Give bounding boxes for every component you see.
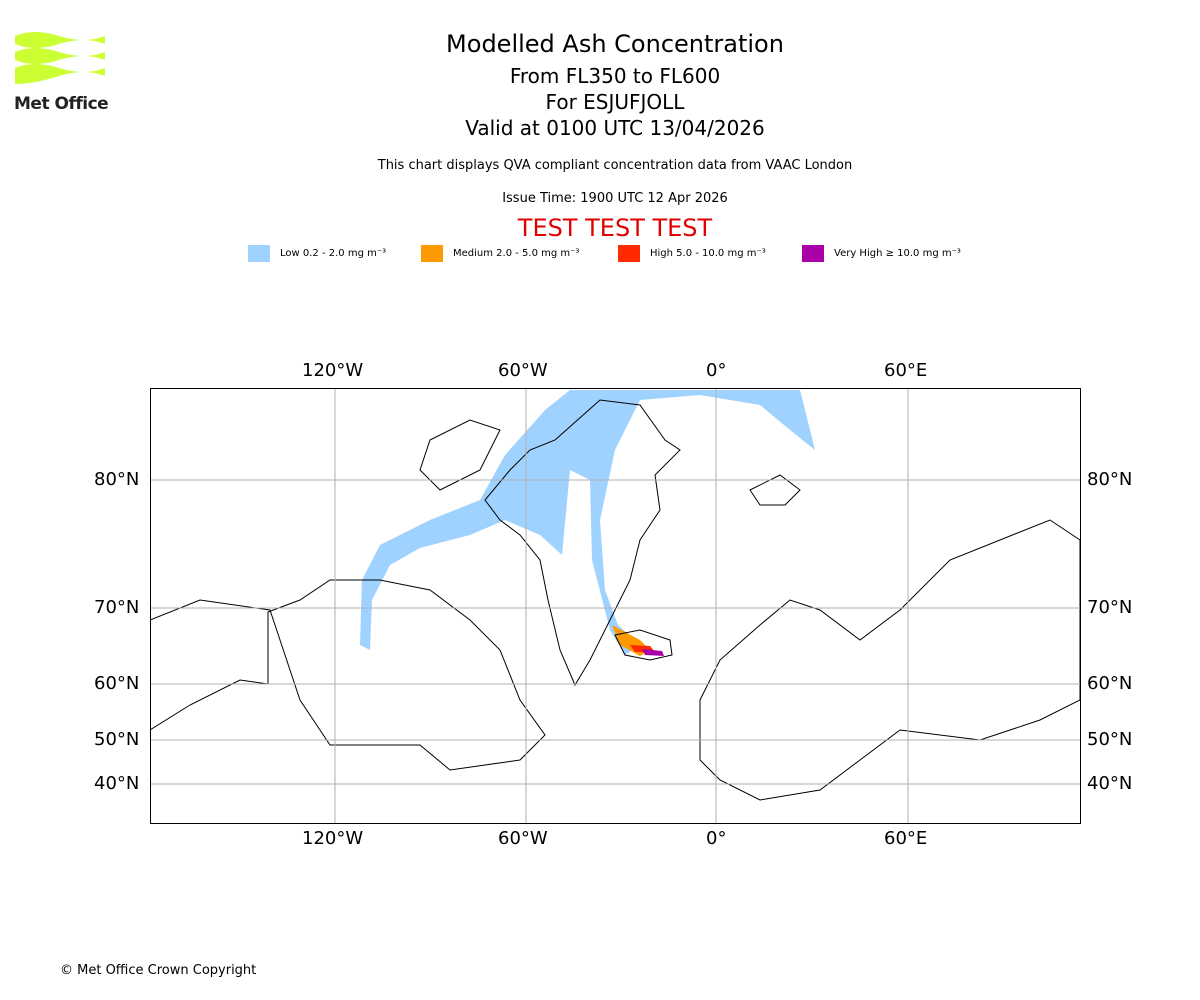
lon-label-bottom: 60°W: [498, 828, 548, 849]
legend-high: High 5.0 - 10.0 mg m⁻³: [618, 245, 766, 262]
lon-label-bottom: 120°W: [302, 828, 364, 849]
legend-label: Medium 2.0 - 5.0 mg m⁻³: [453, 248, 580, 259]
lon-label-bottom: 0°: [706, 828, 727, 849]
legend-label: Very High ≥ 10.0 mg m⁻³: [834, 248, 961, 259]
lat-label-right: 50°N: [1087, 729, 1133, 750]
lon-label-top: 0°: [706, 360, 727, 381]
met-office-logo: Met Office: [14, 30, 109, 114]
legend-swatch: [618, 245, 640, 262]
issue-time: Issue Time: 1900 UTC 12 Apr 2026: [502, 191, 728, 206]
wave-logo-icon: [15, 32, 105, 84]
copyright: © Met Office Crown Copyright: [60, 963, 257, 978]
test-banner: TEST TEST TEST: [517, 214, 713, 242]
lat-label-right: 60°N: [1087, 673, 1133, 694]
legend-swatch: [248, 245, 270, 262]
valid-time: Valid at 0100 UTC 13/04/2026: [465, 116, 765, 140]
chart-title: Modelled Ash Concentration: [446, 30, 784, 58]
ash-plume-very-high: [642, 649, 664, 656]
legend-swatch: [421, 245, 443, 262]
legend-medium: Medium 2.0 - 5.0 mg m⁻³: [421, 245, 579, 262]
lat-label-left: 70°N: [94, 597, 140, 618]
lon-label-top: 60°W: [498, 360, 548, 381]
logo-text: Met Office: [14, 94, 109, 114]
lat-label-left: 40°N: [94, 773, 140, 794]
map-frame: [150, 388, 1081, 824]
flight-levels: From FL350 to FL600: [509, 64, 721, 88]
legend-label: Low 0.2 - 2.0 mg m⁻³: [280, 248, 387, 259]
legend-very-high: Very High ≥ 10.0 mg m⁻³: [802, 245, 961, 262]
lat-label-left: 60°N: [94, 673, 140, 694]
lat-label-left: 50°N: [94, 729, 140, 750]
lat-label-right: 80°N: [1087, 469, 1133, 490]
volcano-name: For ESJUFJOLL: [545, 90, 685, 114]
lon-label-bottom: 60°E: [884, 828, 928, 849]
graticule: [150, 388, 1080, 824]
ash-map[interactable]: [150, 388, 1081, 824]
lon-label-top: 120°W: [302, 360, 364, 381]
ash-plume-low: [360, 390, 815, 655]
lat-label-right: 40°N: [1087, 773, 1133, 794]
legend-swatch: [802, 245, 824, 262]
lon-label-top: 60°E: [884, 360, 928, 381]
legend-low: Low 0.2 - 2.0 mg m⁻³: [248, 245, 386, 262]
lat-label-left: 80°N: [94, 469, 140, 490]
lat-label-right: 70°N: [1087, 597, 1133, 618]
subtitle: This chart displays QVA compliant concen…: [377, 158, 853, 173]
legend-label: High 5.0 - 10.0 mg m⁻³: [650, 248, 766, 259]
